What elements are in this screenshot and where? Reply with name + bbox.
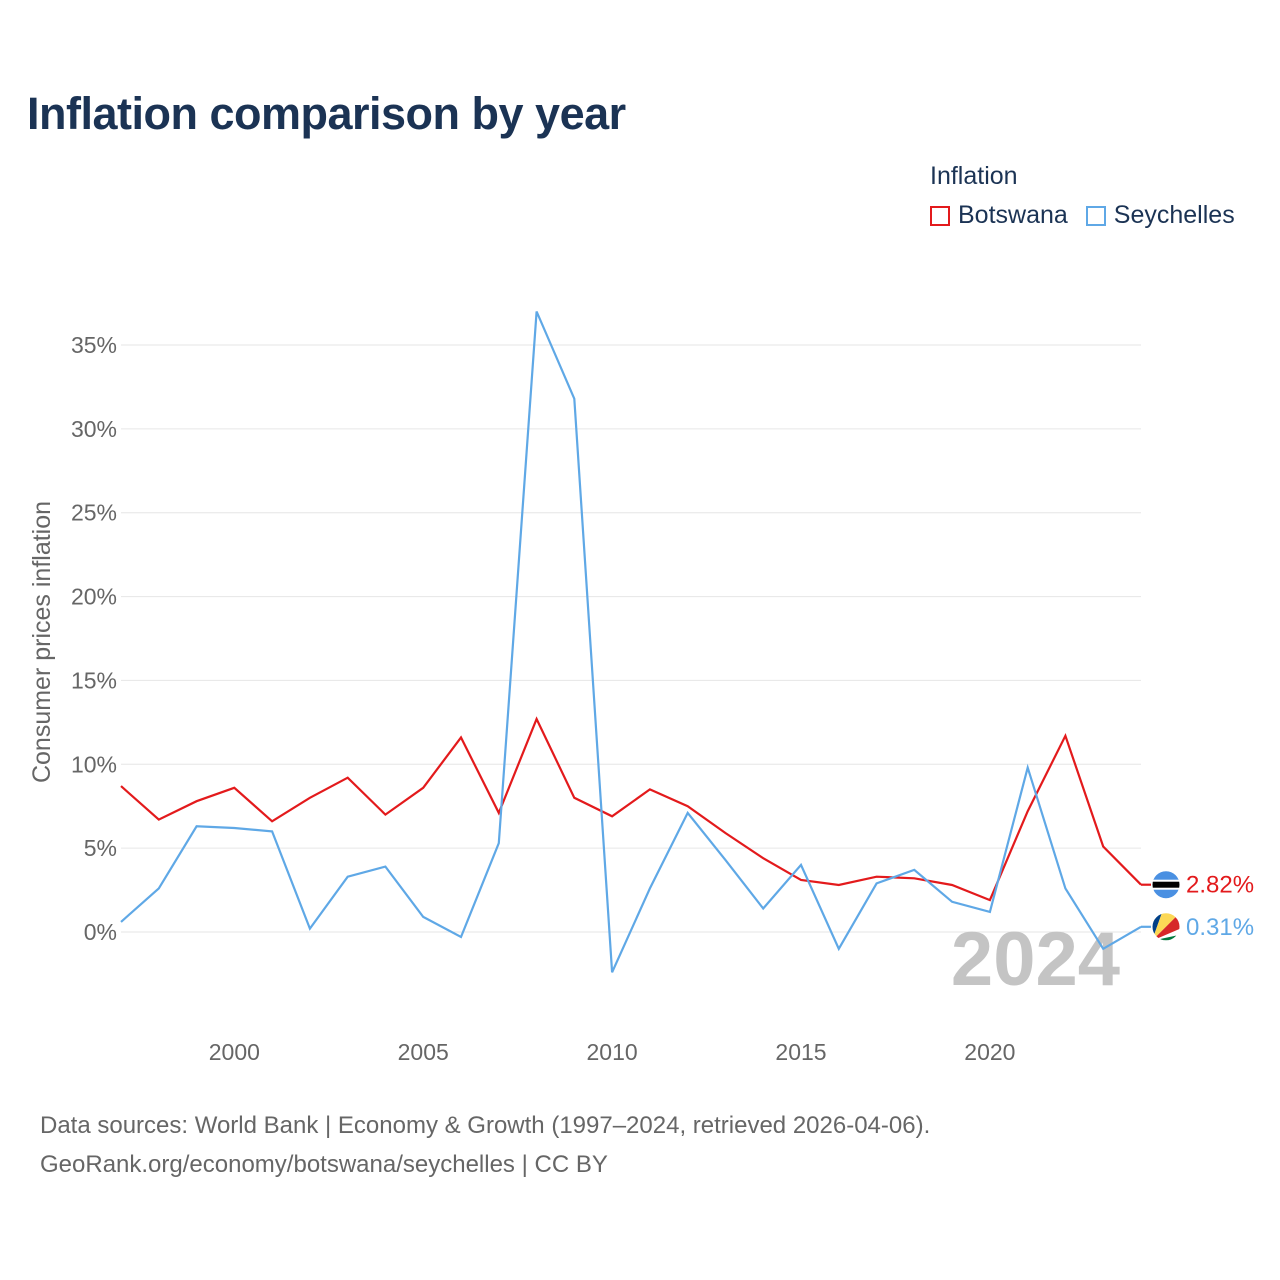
source-line-2[interactable]: GeoRank.org/economy/botswana/seychelles … [40,1151,608,1178]
end-label-seychelles: 0.31% [1186,914,1254,941]
y-tick-label-0: 0% [84,919,117,945]
flag-botswana-icon [1151,870,1181,900]
legend-item-seychelles[interactable]: Seychelles [1085,201,1235,230]
flag-seychelles-icon [1151,912,1181,942]
legend-swatch-seychelles [1085,205,1106,226]
line-chart: 0% 5% 10% 15% 20% 25% 30% 35% 2000 2005 2010 2015 20… [28,311,1254,1065]
y-tick-label-30: 30% [71,416,117,442]
x-tick-label-2005: 2005 [398,1039,449,1065]
y-tick-label-35: 35% [71,332,117,358]
y-tick-label-15: 15% [71,667,117,693]
x-tick-label-2000: 2000 [209,1039,260,1065]
legend-item-botswana[interactable]: Botswana [930,201,1068,230]
legend-label-botswana: Botswana [958,201,1068,229]
x-tick-label-2020: 2020 [964,1039,1015,1065]
y-axis-label: Consumer prices inflation [28,501,56,783]
chart-title: Inflation comparison by year [27,88,626,139]
year-watermark: 2024 [951,917,1120,1002]
source-line-1: Data sources: World Bank | Economy & Gro… [40,1112,931,1139]
x-tick-label-2010: 2010 [587,1039,638,1065]
legend-title: Inflation [930,162,1018,190]
y-tick-label-10: 10% [71,751,117,777]
legend: Inflation Botswana Seychelles [930,162,1235,230]
data-source: Data sources: World Bank | Economy & Gro… [40,1106,930,1184]
series-line-seychelles [120,311,1142,973]
y-tick-label-20: 20% [71,584,117,610]
y-tick-label-25: 25% [71,500,117,526]
x-tick-label-2015: 2015 [775,1039,826,1065]
legend-label-seychelles: Seychelles [1113,201,1235,229]
end-label-botswana: 2.82% [1186,872,1254,899]
legend-swatch-botswana [930,205,950,226]
series-line-botswana [120,716,1142,902]
y-tick-label-5: 5% [84,835,117,861]
